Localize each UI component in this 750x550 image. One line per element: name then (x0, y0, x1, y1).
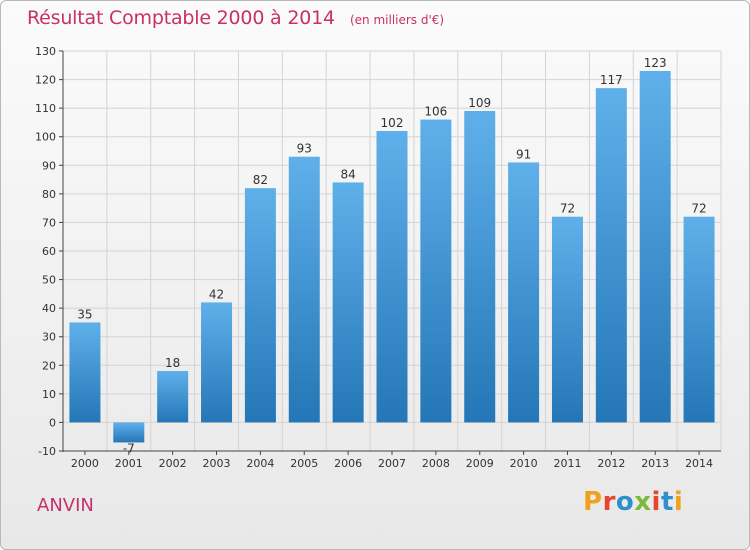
value-label-2012: 117 (600, 73, 623, 87)
x-tick-label: 2001 (115, 457, 143, 470)
y-tick-label: 0 (49, 416, 56, 429)
bar-2000 (69, 322, 101, 423)
value-label-2011: 72 (560, 202, 575, 216)
x-tick-label: 2008 (422, 457, 450, 470)
chart-subtitle: (en milliers d'€) (349, 13, 445, 27)
bar-2006 (332, 182, 364, 423)
y-tick-label: 30 (42, 331, 56, 344)
x-tick-label: 2003 (203, 457, 231, 470)
x-tick-label: 2005 (290, 457, 318, 470)
commune-name: ANVIN (37, 495, 94, 516)
x-tick-label: 2014 (685, 457, 713, 470)
logo-letter: t (660, 487, 674, 517)
y-tick-label: 70 (42, 216, 56, 229)
x-tick-label: 2012 (597, 457, 625, 470)
data-labels: 35 -7 18 42 82 93 84 102 106 109 91 72 117 123 72 (77, 56, 706, 455)
chart-title: Résultat Comptable 2000 à 2014 (27, 7, 335, 29)
x-tick-label: 2004 (246, 457, 274, 470)
value-label-2005: 93 (297, 142, 312, 156)
logo-letter: x (634, 487, 652, 517)
x-tick-label: 2006 (334, 457, 362, 470)
x-tick-label: 2000 (71, 457, 99, 470)
bar-2007 (376, 131, 408, 423)
y-tick-label: 40 (42, 302, 56, 315)
value-label-2013: 123 (644, 56, 667, 70)
y-tick-label: 10 (42, 388, 56, 401)
bar-2011 (551, 216, 583, 423)
bar-2010 (508, 162, 540, 423)
value-label-2010: 91 (516, 147, 531, 161)
y-tick-label: 20 (42, 359, 56, 372)
bar-2009 (464, 111, 496, 423)
axes: -10 0 10 20 30 40 50 60 70 80 90 100 110 120 130 2000 20… (35, 45, 721, 470)
y-tick-label: 100 (35, 131, 56, 144)
x-tick-label: 2002 (159, 457, 187, 470)
value-label-2002: 18 (165, 356, 180, 370)
value-label-2000: 35 (77, 307, 92, 321)
value-label-2003: 42 (209, 287, 224, 301)
bar-2002 (157, 371, 189, 423)
x-tick-label: 2007 (378, 457, 406, 470)
x-tick-label: 2011 (553, 457, 581, 470)
value-label-2009: 109 (468, 96, 491, 110)
y-tick-label: 80 (42, 188, 56, 201)
bar-2004 (244, 188, 276, 423)
bar-2014 (683, 216, 715, 423)
chart-title-block: Résultat Comptable 2000 à 2014 (en milli… (27, 7, 444, 29)
bar-2005 (288, 156, 320, 423)
bar-2013 (639, 71, 671, 423)
logo-letter: i (673, 487, 684, 517)
x-tick-label: 2010 (510, 457, 538, 470)
logo-letter: o (615, 487, 635, 517)
bar-2008 (420, 119, 452, 423)
y-tick-label: 130 (35, 45, 56, 58)
x-tick-label: 2009 (466, 457, 494, 470)
bar-2003 (201, 302, 233, 423)
value-label-2008: 106 (424, 105, 447, 119)
bars (69, 71, 715, 443)
logo-letter: P (583, 487, 603, 517)
y-tick-label: 50 (42, 274, 56, 287)
value-label-2006: 84 (340, 167, 355, 181)
y-tick-label: 90 (42, 159, 56, 172)
y-tick-label: -10 (38, 445, 56, 458)
proxiti-logo: Proxiti (583, 487, 683, 517)
logo-letter: i (651, 487, 661, 517)
value-label-2004: 82 (253, 173, 268, 187)
value-label-2014: 72 (691, 202, 706, 216)
y-tick-label: 120 (35, 74, 56, 87)
bar-2012 (595, 88, 627, 423)
value-label-2007: 102 (381, 116, 404, 130)
x-tick-label: 2013 (641, 457, 669, 470)
value-label-2001: -7 (123, 441, 135, 455)
logo-letter: r (602, 487, 616, 517)
y-tick-label: 110 (35, 102, 56, 115)
y-tick-label: 60 (42, 245, 56, 258)
bar-2001 (113, 422, 145, 443)
